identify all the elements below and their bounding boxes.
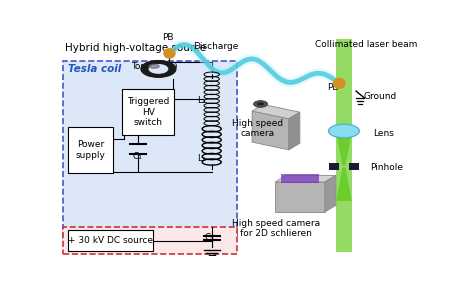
Text: L₂: L₂ bbox=[197, 96, 206, 105]
Polygon shape bbox=[252, 111, 289, 150]
FancyBboxPatch shape bbox=[63, 61, 237, 238]
Ellipse shape bbox=[149, 64, 159, 68]
Text: Discharge: Discharge bbox=[193, 42, 238, 51]
Text: C₃: C₃ bbox=[204, 233, 214, 242]
FancyBboxPatch shape bbox=[68, 230, 153, 251]
Ellipse shape bbox=[328, 124, 359, 138]
Text: C₁: C₁ bbox=[133, 152, 143, 161]
Text: High speed camera
for 2D schlieren: High speed camera for 2D schlieren bbox=[232, 219, 320, 238]
Polygon shape bbox=[275, 182, 325, 212]
Text: Lens: Lens bbox=[374, 129, 394, 138]
Ellipse shape bbox=[141, 60, 176, 77]
Polygon shape bbox=[336, 168, 352, 201]
Bar bbox=[349, 163, 359, 170]
Bar bbox=[281, 174, 319, 183]
Text: L₁: L₁ bbox=[197, 154, 206, 163]
Text: PB: PB bbox=[327, 83, 339, 92]
Text: + 30 kV DC source: + 30 kV DC source bbox=[68, 236, 154, 245]
Polygon shape bbox=[289, 112, 300, 150]
Text: Power
supply: Power supply bbox=[76, 140, 106, 160]
Polygon shape bbox=[325, 175, 336, 212]
Ellipse shape bbox=[256, 102, 264, 106]
Text: Toroid (C₂): Toroid (C₂) bbox=[131, 62, 177, 71]
FancyBboxPatch shape bbox=[122, 89, 174, 135]
Ellipse shape bbox=[333, 78, 345, 88]
Bar bbox=[336, 39, 352, 252]
Polygon shape bbox=[275, 175, 336, 182]
Polygon shape bbox=[252, 105, 300, 119]
Text: Collimated laser beam: Collimated laser beam bbox=[315, 40, 417, 49]
Ellipse shape bbox=[149, 65, 168, 73]
FancyBboxPatch shape bbox=[68, 127, 113, 173]
Text: Tesla coil: Tesla coil bbox=[68, 65, 122, 75]
Ellipse shape bbox=[164, 49, 175, 58]
Text: Ground: Ground bbox=[364, 92, 397, 101]
Bar bbox=[328, 163, 339, 170]
Text: Pinhole: Pinhole bbox=[370, 163, 402, 172]
Text: Hybrid high-voltage source: Hybrid high-voltage source bbox=[65, 43, 206, 53]
Ellipse shape bbox=[254, 101, 267, 107]
Text: High speed
camera: High speed camera bbox=[232, 119, 283, 138]
FancyBboxPatch shape bbox=[63, 228, 237, 254]
Polygon shape bbox=[336, 133, 352, 165]
Text: Triggered
HV
switch: Triggered HV switch bbox=[127, 97, 170, 127]
Text: PB: PB bbox=[162, 33, 173, 42]
